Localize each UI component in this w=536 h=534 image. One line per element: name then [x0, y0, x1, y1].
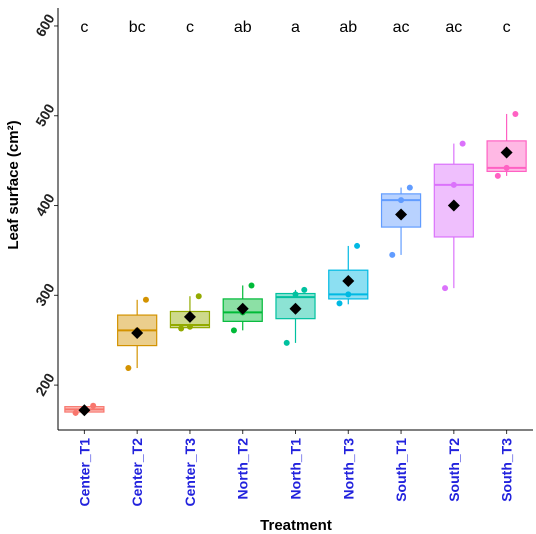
y-tick-label: 400 — [32, 191, 58, 219]
data-point — [406, 184, 413, 191]
mean-marker — [342, 274, 355, 287]
mean-marker — [131, 327, 144, 340]
x-axis: Center_T1 Center_T2 Center_T3 North_T2 North… — [76, 430, 515, 507]
x-tick-label: South_T3 — [499, 438, 515, 502]
significance-letter: ab — [339, 19, 357, 36]
y-tick-label: 500 — [32, 101, 58, 129]
x-tick-label: North_T1 — [288, 438, 304, 500]
data-point — [230, 327, 237, 334]
y-tick-label: 600 — [32, 11, 58, 39]
x-tick-label: Center_T2 — [129, 438, 145, 507]
x-tick-label: South_T1 — [393, 438, 409, 502]
data-point — [459, 140, 466, 147]
significance-letter: a — [291, 19, 300, 36]
mean-marker — [236, 302, 249, 315]
data-point — [450, 181, 457, 188]
data-point — [178, 325, 185, 332]
data-point — [292, 291, 299, 298]
data-point — [186, 323, 193, 330]
x-tick-label: North_T3 — [340, 438, 356, 500]
y-tick-label: 200 — [32, 370, 58, 398]
box-Center_T2 — [117, 296, 158, 372]
box-North_T3 — [328, 242, 369, 307]
box-South_T1 — [380, 184, 422, 258]
significance-letters: c bc c ab a ab ac ac c — [80, 19, 510, 36]
x-axis-title: Treatment — [260, 517, 332, 534]
significance-letter: ab — [234, 19, 252, 36]
data-point — [125, 365, 132, 372]
data-point — [442, 285, 449, 292]
box-South_T3 — [486, 110, 527, 179]
significance-letter: c — [80, 19, 88, 36]
data-point — [336, 300, 343, 307]
data-point — [90, 402, 97, 409]
mean-marker — [289, 302, 302, 315]
box-North_T2 — [222, 282, 263, 334]
significance-letter: bc — [129, 19, 146, 36]
x-tick-label: Center_T1 — [76, 438, 92, 507]
x-tick-label: Center_T3 — [182, 438, 198, 507]
significance-letter: ac — [445, 19, 462, 36]
mean-marker — [78, 404, 91, 417]
box-North_T1 — [275, 286, 316, 346]
data-point — [389, 251, 396, 258]
data-point — [512, 110, 519, 117]
box-Center_T3 — [169, 293, 211, 332]
mean-marker — [447, 199, 460, 212]
data-point — [142, 296, 149, 303]
significance-letter: c — [503, 19, 511, 36]
data-point — [503, 164, 510, 171]
data-point — [301, 286, 308, 293]
data-point — [72, 409, 79, 416]
mean-marker — [395, 208, 408, 221]
significance-letter: ac — [393, 19, 410, 36]
y-axis-title: Leaf surface (cm²) — [5, 120, 22, 249]
y-axis: 200 300 400 500 600 — [32, 11, 58, 399]
mean-marker — [500, 146, 513, 159]
data-point — [354, 242, 361, 249]
box-South_T2 — [433, 140, 474, 292]
boxes — [64, 110, 527, 417]
data-point — [345, 291, 352, 298]
significance-letter: c — [186, 19, 194, 36]
y-tick-label: 300 — [32, 280, 58, 308]
box-body — [433, 163, 474, 238]
data-point — [283, 339, 290, 346]
box-Center_T1 — [64, 402, 105, 417]
x-tick-label: South_T2 — [446, 438, 462, 502]
data-point — [248, 282, 255, 289]
x-tick-label: North_T2 — [235, 438, 251, 500]
data-point — [195, 293, 202, 300]
data-point — [398, 197, 405, 204]
data-point — [494, 172, 501, 179]
mean-marker — [183, 310, 196, 323]
